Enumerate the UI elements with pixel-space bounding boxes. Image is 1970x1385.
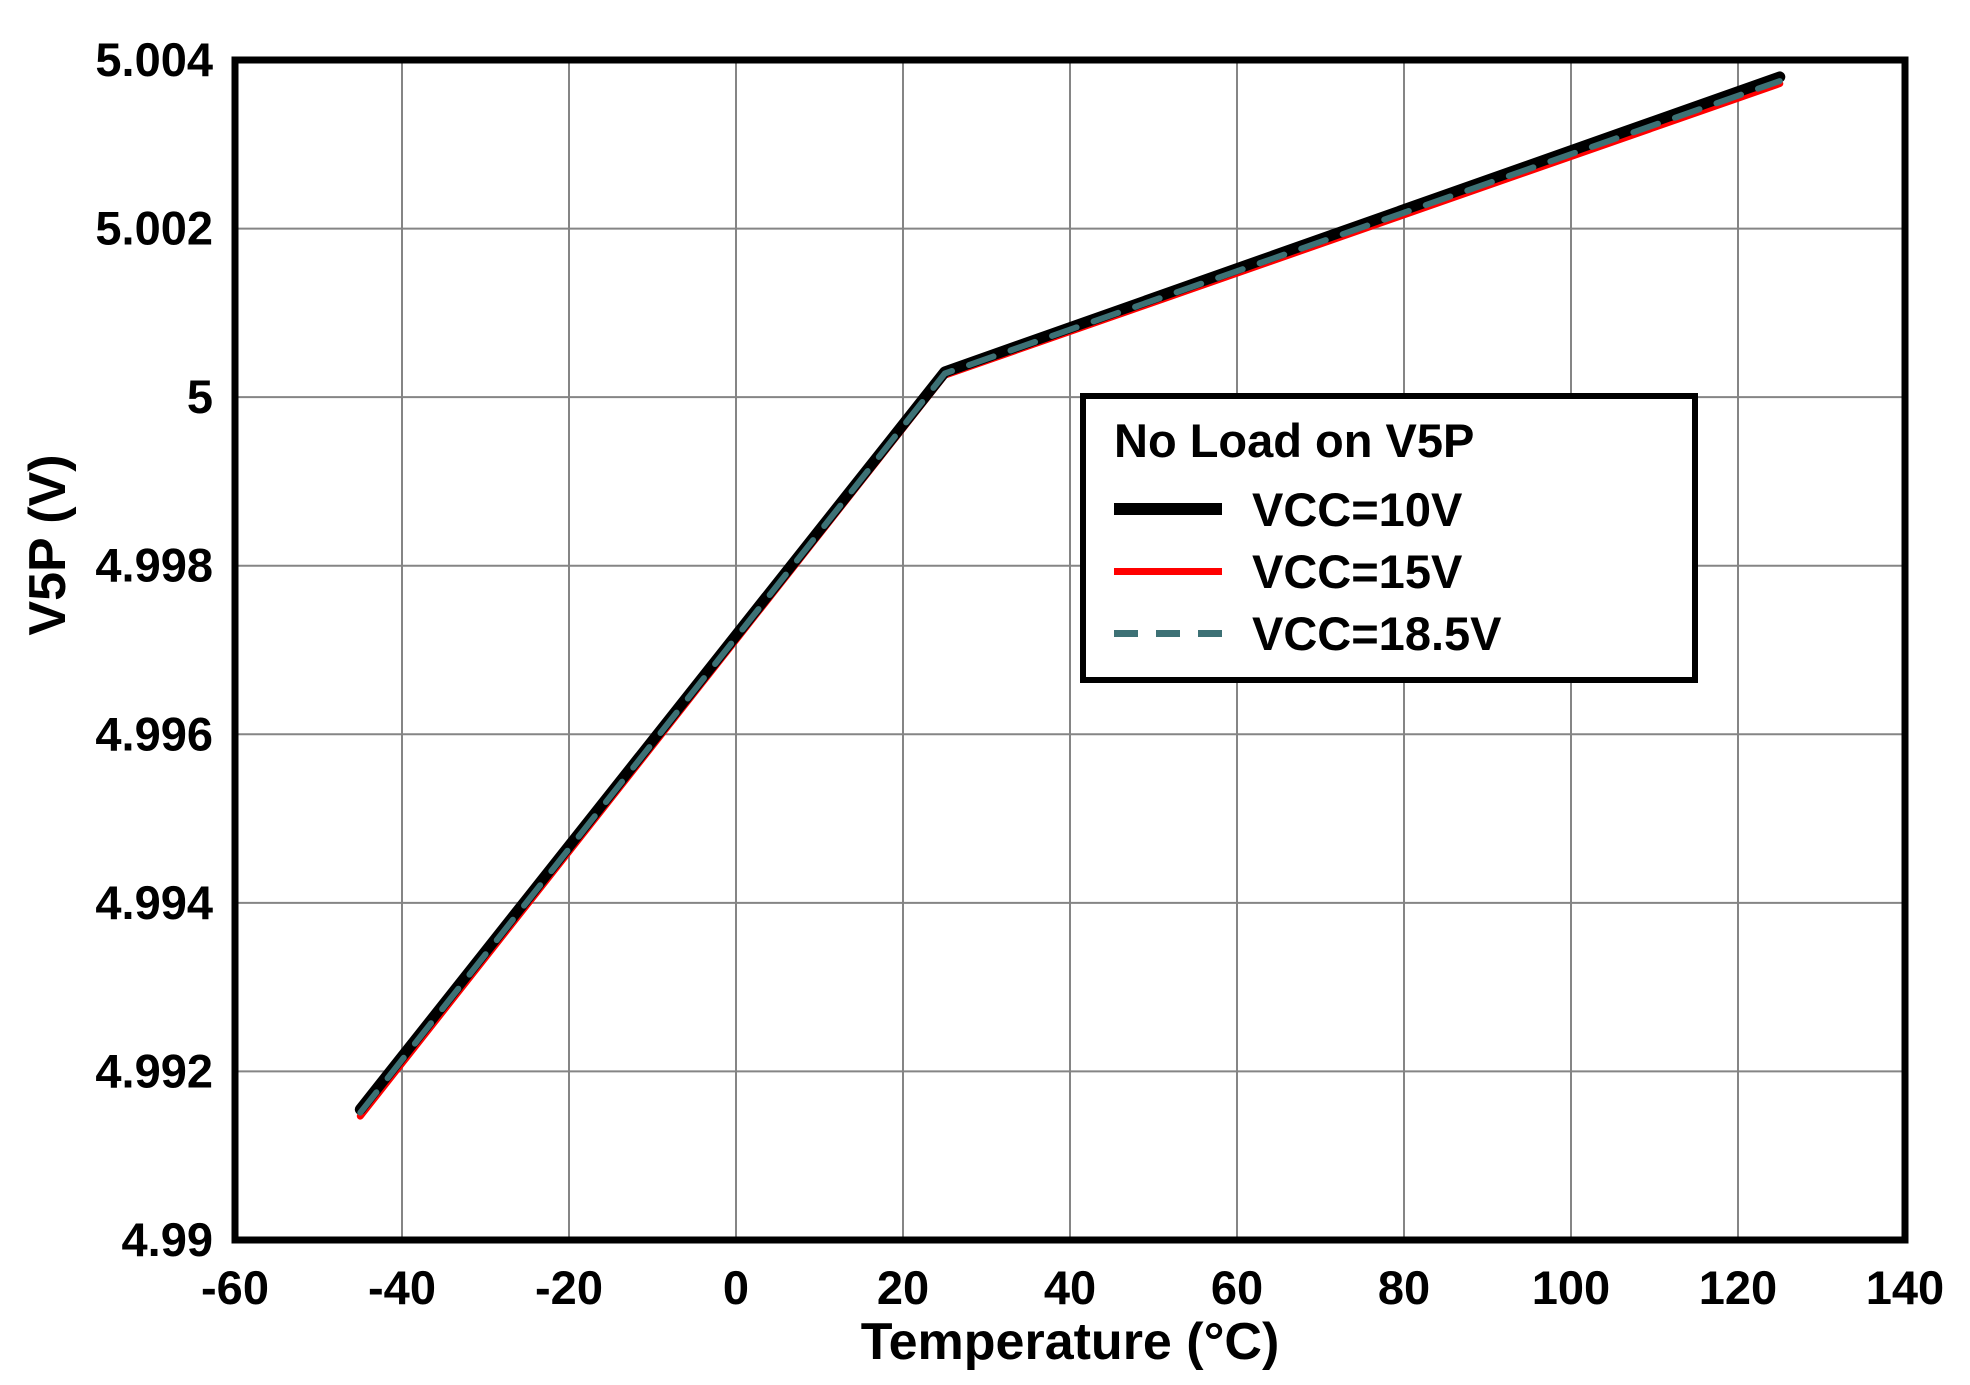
x-axis-title: Temperature (°C): [860, 1313, 1280, 1371]
y-tick-label: 5.002: [95, 202, 213, 255]
x-tick-label: 20: [877, 1261, 929, 1314]
y-tick-label: 4.996: [95, 707, 213, 760]
legend-swatch-vcc10v: [1114, 503, 1222, 515]
y-axis-title: V5P (V): [19, 454, 77, 636]
x-tick-label: 100: [1532, 1261, 1610, 1314]
y-tick-label: 4.998: [95, 539, 213, 592]
legend-row: VCC=18.5V: [1114, 602, 1668, 664]
x-tick-label: 0: [723, 1261, 749, 1314]
x-tick-label: 80: [1378, 1261, 1430, 1314]
x-tick-label: -40: [368, 1261, 436, 1314]
legend-title: No Load on V5P: [1114, 414, 1475, 467]
x-tick-label: 40: [1044, 1261, 1096, 1314]
legend-label-vcc18p5v: VCC=18.5V: [1252, 606, 1502, 660]
legend: No Load on V5P VCC=10V VCC=15V VCC=18.5V: [1080, 393, 1698, 683]
y-tick-label: 4.99: [122, 1213, 213, 1266]
y-tick-label: 4.992: [95, 1044, 213, 1097]
legend-row: VCC=15V: [1114, 540, 1668, 602]
y-tick-label: 4.994: [95, 876, 213, 929]
y-tick-label: 5.004: [95, 33, 213, 86]
x-tick-label: -60: [201, 1261, 269, 1314]
legend-label-vcc10v: VCC=10V: [1252, 482, 1463, 536]
series-line-vcc-18-5v: [357, 78, 1783, 1116]
x-tick-label: -20: [535, 1261, 603, 1314]
x-tick-label: 140: [1866, 1261, 1944, 1314]
legend-row: VCC=10V: [1114, 478, 1668, 540]
x-tick-label: 120: [1699, 1261, 1777, 1314]
plot-border: [231, 56, 1909, 1244]
legend-swatch-vcc18p5v: [1114, 629, 1222, 637]
y-tick-label: 5: [187, 370, 213, 423]
legend-swatch-vcc15v: [1114, 567, 1222, 575]
legend-label-vcc15v: VCC=15V: [1252, 544, 1463, 598]
x-tick-label: 60: [1211, 1261, 1263, 1314]
